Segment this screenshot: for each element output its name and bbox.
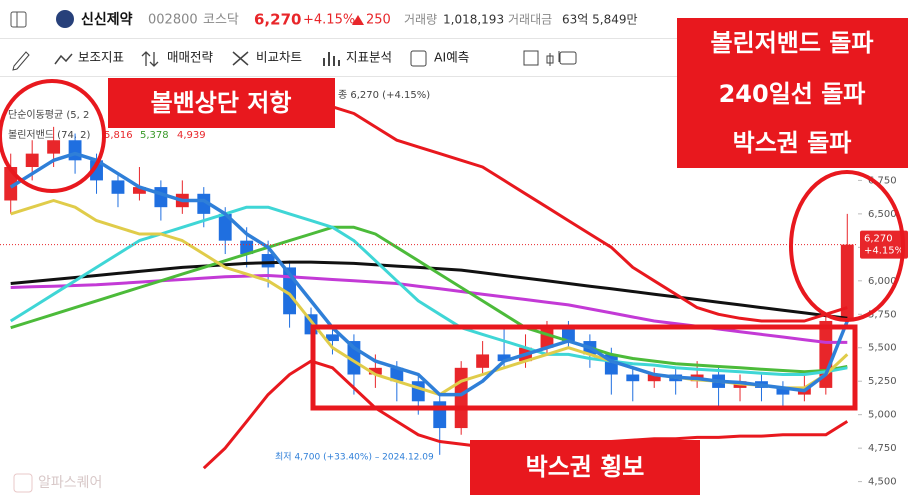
up-arrow — [352, 15, 364, 25]
legend-value: 4,939 — [177, 130, 206, 141]
ma-line — [288, 85, 848, 323]
y-tick-label: 6,750 — [868, 175, 897, 186]
candle-body — [776, 387, 790, 395]
candle-body — [25, 153, 39, 168]
annotation: 볼밴상단 저항 — [151, 89, 292, 117]
candle-body — [368, 367, 382, 375]
candle-body — [218, 213, 232, 241]
toolbar-item[interactable]: 매매전략 — [167, 50, 214, 65]
annotation: 박스권 횡보 — [526, 453, 645, 481]
y-tick-label: 6,000 — [868, 276, 897, 287]
trade-value: 63억 5,849만 — [562, 13, 638, 27]
candle-body — [647, 374, 661, 382]
y-tick-label: 4,750 — [868, 443, 897, 454]
toolbar-item[interactable]: 비교차트 — [256, 50, 302, 65]
candle-body — [626, 374, 640, 382]
candle-body — [326, 334, 339, 342]
candle-body — [411, 381, 425, 402]
candle-body — [561, 327, 575, 342]
volume: 1,018,193 — [443, 13, 504, 27]
value-label: 거래대금 — [508, 13, 552, 27]
candle-body — [433, 401, 447, 429]
y-tick-label: 4,500 — [868, 477, 897, 488]
stock-code: 002800 — [148, 13, 198, 28]
price: 6,270 — [254, 11, 301, 29]
tool-icon[interactable] — [523, 50, 539, 66]
price-tag-text: +4.15% — [864, 246, 904, 257]
candle-body — [454, 367, 468, 429]
candle-body — [240, 240, 254, 255]
toolbar-item[interactable]: 보조지표 — [78, 50, 124, 65]
change: 250 — [366, 13, 391, 28]
candle-body — [390, 367, 404, 382]
candle-body — [132, 187, 146, 194]
low-label: 최저 4,700 (+33.40%) – 2024.12.09 — [275, 451, 434, 462]
highlight-circle — [0, 79, 106, 193]
price-tag-text: 6,270 — [864, 234, 893, 245]
draw-icon[interactable] — [12, 51, 30, 71]
ma-line — [10, 260, 848, 320]
y-tick-label: 5,250 — [868, 376, 897, 387]
y-tick-label: 5,000 — [868, 410, 897, 421]
annotations: 볼밴상단 저항 볼린저밴드 돌파 240일선 돌파 박스권 돌파 박스권 횡보 — [0, 18, 908, 495]
y-tick-label: 5,750 — [868, 309, 897, 320]
annotation-box — [108, 78, 335, 128]
annotation: 박스권 돌파 — [733, 129, 852, 157]
analysis-icon — [323, 52, 340, 66]
camera-icon[interactable] — [559, 51, 577, 65]
candle-body — [111, 180, 125, 194]
stock-name[interactable]: 신신제약 — [81, 11, 133, 28]
candle-body — [840, 244, 854, 321]
y-tick-label: 5,500 — [868, 343, 897, 354]
watermark-logo — [13, 473, 33, 493]
ma-line — [9, 205, 848, 376]
candle-icon[interactable] — [546, 51, 560, 66]
legend-text: 단순이동평균 (5, 2 — [8, 109, 89, 121]
price-tag — [860, 230, 908, 259]
candle-body — [261, 254, 275, 268]
candle-body — [476, 354, 490, 368]
compare-icon — [232, 51, 249, 66]
toolbar-item[interactable]: 지표분석 — [346, 50, 392, 65]
candle-body — [497, 354, 511, 362]
candle-body — [47, 140, 61, 154]
candle-body — [154, 187, 168, 208]
annotation-box — [677, 18, 908, 168]
volume-label: 거래량 — [404, 13, 437, 27]
ma-line — [9, 151, 849, 397]
legend-text: 볼린저밴드 (74, 2) — [8, 129, 91, 141]
company-logo — [56, 10, 74, 28]
ma-line — [10, 225, 848, 374]
legend-value: 5,816 — [104, 130, 133, 141]
sidebar-icon[interactable] — [10, 11, 27, 28]
range-box — [310, 324, 858, 411]
y-tick-label: 6,500 — [868, 209, 897, 220]
annotation: 볼린저밴드 돌파 — [711, 29, 874, 57]
market: 코스닥 — [203, 13, 239, 28]
annotation-box — [470, 440, 700, 495]
highlight-circle — [789, 170, 905, 322]
candle-body — [68, 140, 82, 161]
annotation: 240일선 돌파 — [719, 80, 866, 108]
watermark: 알파스퀘어 — [38, 475, 102, 491]
candle-body — [90, 160, 103, 181]
legend-value: 5,378 — [140, 130, 169, 141]
ai-icon — [410, 50, 427, 67]
indicator-icon — [54, 53, 73, 65]
toolbar-item[interactable]: AI예측 — [434, 50, 469, 65]
strategy-icon — [141, 51, 159, 67]
change-pct: +4.15% — [303, 13, 355, 28]
legend-text: 종 6,270 (+4.15%) — [338, 89, 430, 101]
